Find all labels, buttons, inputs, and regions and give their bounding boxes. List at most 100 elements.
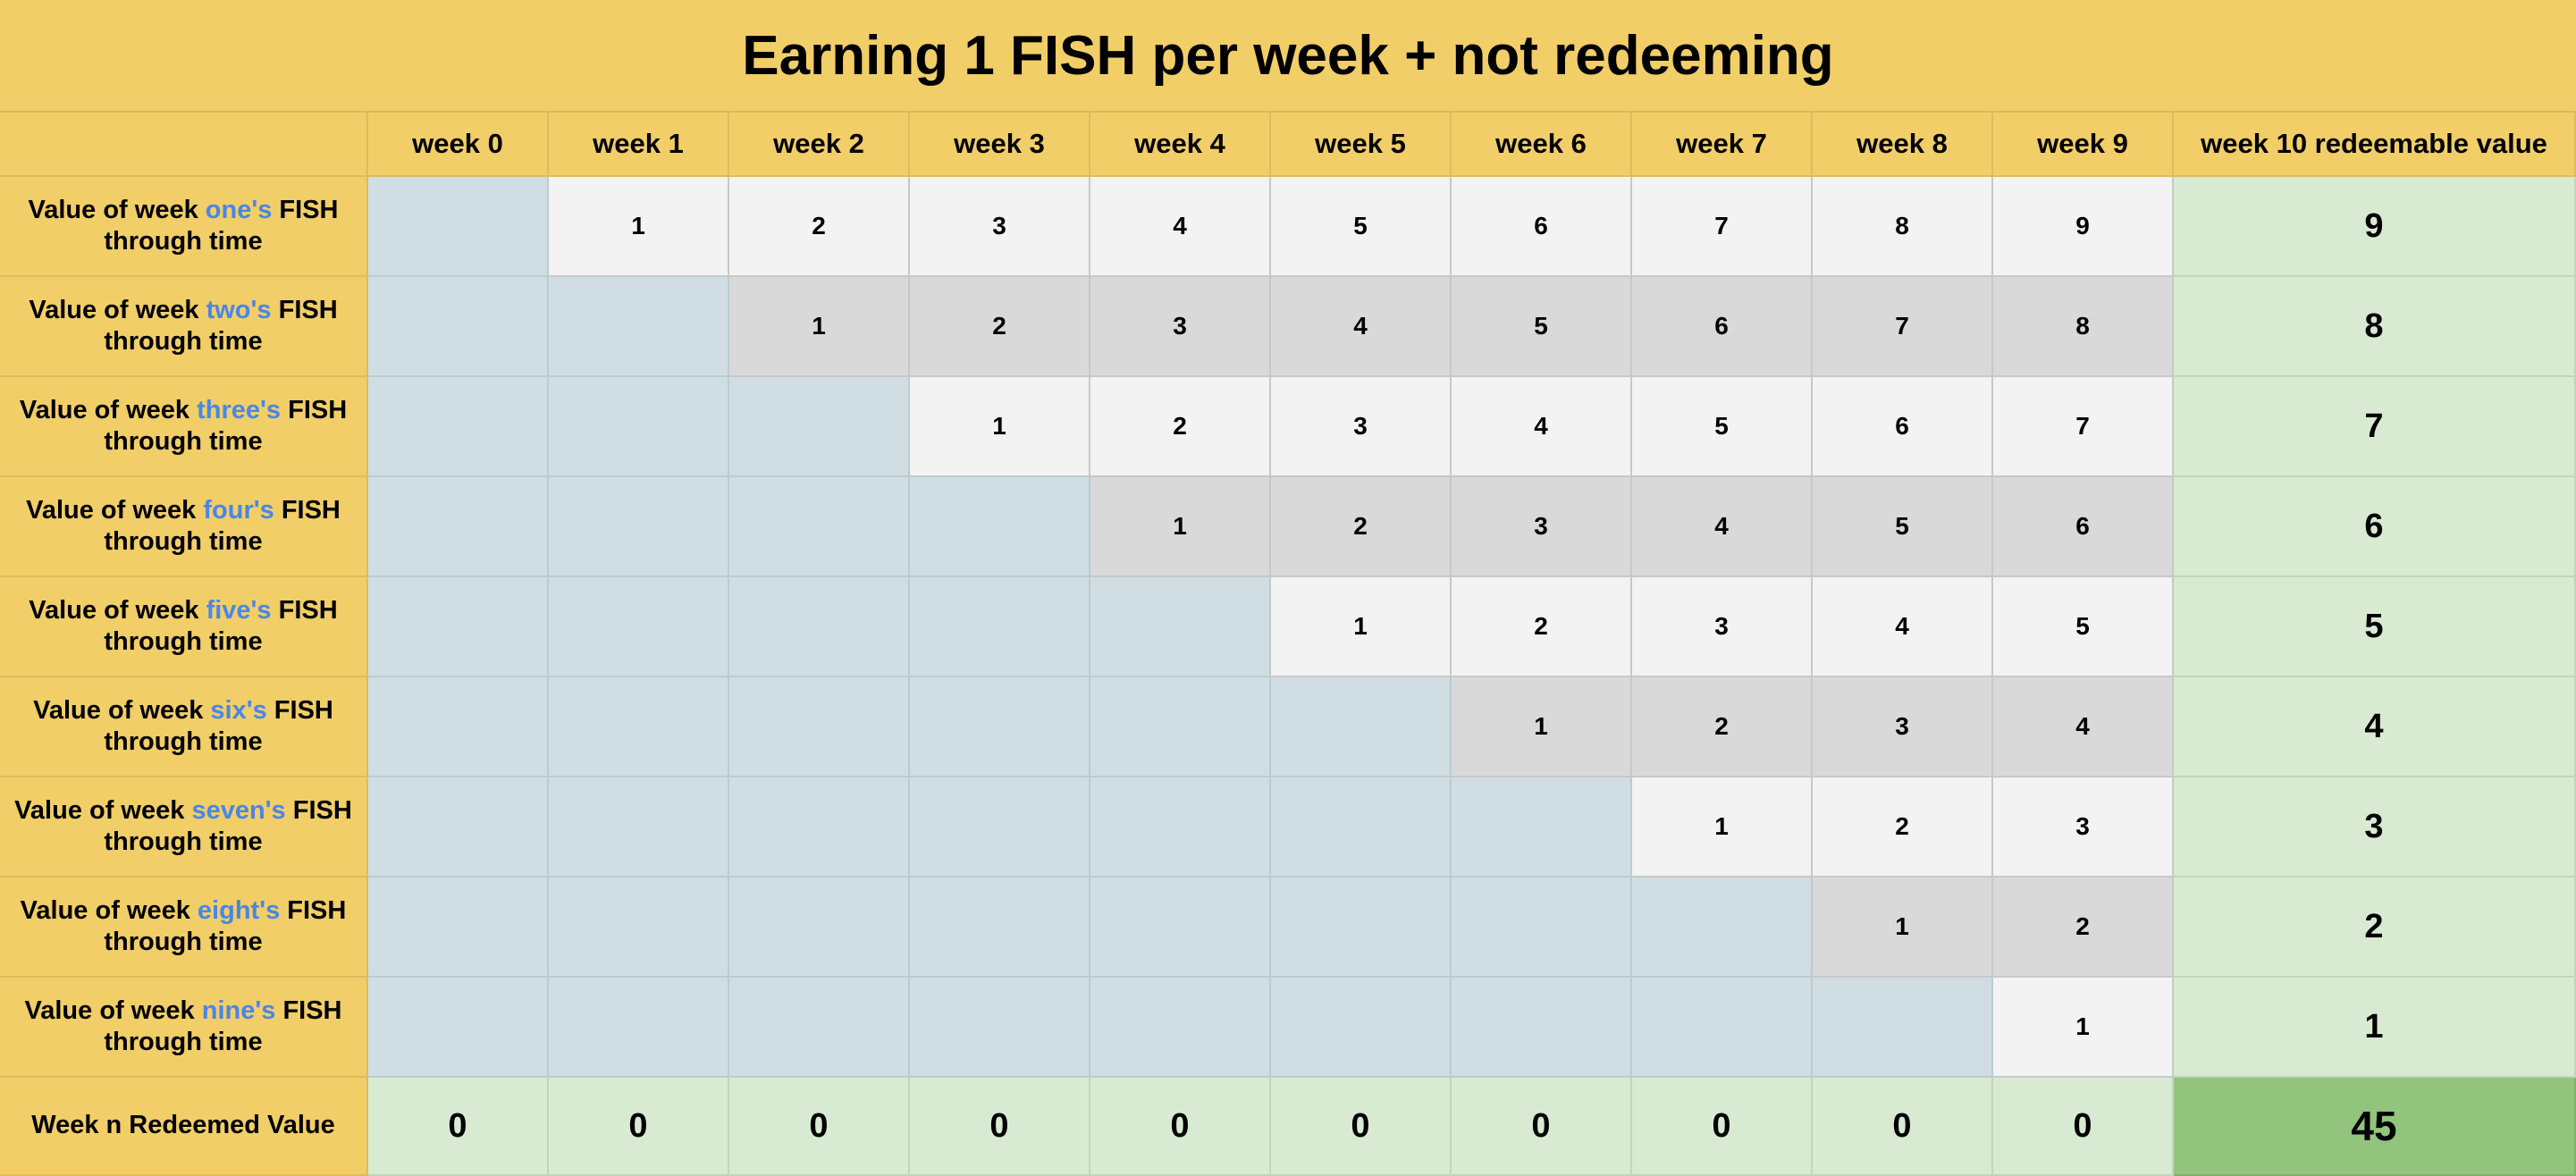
empty-cell[interactable] xyxy=(729,878,910,978)
empty-cell[interactable] xyxy=(549,377,729,477)
row-label[interactable]: Value of week four's FISH through time xyxy=(0,477,368,577)
empty-cell[interactable] xyxy=(368,277,549,377)
value-cell[interactable]: 5 xyxy=(1813,477,1993,577)
empty-cell[interactable] xyxy=(1090,777,1271,878)
row-label[interactable]: Value of week three's FISH through time xyxy=(0,377,368,477)
header-redeemable[interactable]: week 10 redeemable value xyxy=(2174,113,2576,177)
row-label[interactable]: Value of week five's FISH through time xyxy=(0,577,368,677)
value-cell[interactable]: 8 xyxy=(1993,277,2174,377)
value-cell[interactable]: 8 xyxy=(1813,177,1993,277)
value-cell[interactable]: 4 xyxy=(1993,677,2174,777)
empty-cell[interactable] xyxy=(368,978,549,1078)
empty-cell[interactable] xyxy=(368,377,549,477)
value-cell[interactable]: 1 xyxy=(729,277,910,377)
redeemed-value-cell[interactable]: 0 xyxy=(1993,1078,2174,1176)
empty-cell[interactable] xyxy=(1271,878,1452,978)
value-cell[interactable]: 3 xyxy=(910,177,1090,277)
row-label[interactable]: Value of week one's FISH through time xyxy=(0,177,368,277)
value-cell[interactable]: 4 xyxy=(1452,377,1632,477)
empty-cell[interactable] xyxy=(1271,978,1452,1078)
empty-cell[interactable] xyxy=(549,577,729,677)
header-corner[interactable] xyxy=(0,113,368,177)
header-week-5[interactable]: week 5 xyxy=(1271,113,1452,177)
empty-cell[interactable] xyxy=(1813,978,1993,1078)
footer-label[interactable]: Week n Redeemed Value xyxy=(0,1078,368,1176)
redeemed-value-cell[interactable]: 0 xyxy=(910,1078,1090,1176)
redeemed-value-cell[interactable]: 0 xyxy=(729,1078,910,1176)
value-cell[interactable]: 1 xyxy=(549,177,729,277)
value-cell[interactable]: 6 xyxy=(1452,177,1632,277)
redeemable-value-cell[interactable]: 7 xyxy=(2174,377,2576,477)
value-cell[interactable]: 5 xyxy=(1993,577,2174,677)
empty-cell[interactable] xyxy=(910,878,1090,978)
value-cell[interactable]: 7 xyxy=(1813,277,1993,377)
empty-cell[interactable] xyxy=(549,677,729,777)
empty-cell[interactable] xyxy=(1090,577,1271,677)
value-cell[interactable]: 9 xyxy=(1993,177,2174,277)
value-cell[interactable]: 1 xyxy=(1993,978,2174,1078)
empty-cell[interactable] xyxy=(1090,978,1271,1078)
header-week-1[interactable]: week 1 xyxy=(549,113,729,177)
empty-cell[interactable] xyxy=(1632,978,1813,1078)
value-cell[interactable]: 3 xyxy=(1813,677,1993,777)
redeemable-value-cell[interactable]: 9 xyxy=(2174,177,2576,277)
empty-cell[interactable] xyxy=(729,377,910,477)
value-cell[interactable]: 2 xyxy=(1993,878,2174,978)
header-week-4[interactable]: week 4 xyxy=(1090,113,1271,177)
redeemable-value-cell[interactable]: 8 xyxy=(2174,277,2576,377)
total-redeemable-cell[interactable]: 45 xyxy=(2174,1078,2576,1176)
value-cell[interactable]: 2 xyxy=(910,277,1090,377)
value-cell[interactable]: 1 xyxy=(1090,477,1271,577)
value-cell[interactable]: 1 xyxy=(1632,777,1813,878)
value-cell[interactable]: 3 xyxy=(1271,377,1452,477)
empty-cell[interactable] xyxy=(729,577,910,677)
redeemable-value-cell[interactable]: 2 xyxy=(2174,878,2576,978)
empty-cell[interactable] xyxy=(549,878,729,978)
row-label[interactable]: Value of week two's FISH through time xyxy=(0,277,368,377)
redeemed-value-cell[interactable]: 0 xyxy=(368,1078,549,1176)
value-cell[interactable]: 1 xyxy=(1813,878,1993,978)
empty-cell[interactable] xyxy=(910,777,1090,878)
empty-cell[interactable] xyxy=(368,477,549,577)
header-week-7[interactable]: week 7 xyxy=(1632,113,1813,177)
redeemable-value-cell[interactable]: 4 xyxy=(2174,677,2576,777)
empty-cell[interactable] xyxy=(368,177,549,277)
redeemed-value-cell[interactable]: 0 xyxy=(1452,1078,1632,1176)
header-week-6[interactable]: week 6 xyxy=(1452,113,1632,177)
value-cell[interactable]: 2 xyxy=(1632,677,1813,777)
empty-cell[interactable] xyxy=(368,878,549,978)
value-cell[interactable]: 2 xyxy=(729,177,910,277)
value-cell[interactable]: 4 xyxy=(1271,277,1452,377)
empty-cell[interactable] xyxy=(549,277,729,377)
redeemed-value-cell[interactable]: 0 xyxy=(1271,1078,1452,1176)
empty-cell[interactable] xyxy=(549,777,729,878)
redeemed-value-cell[interactable]: 0 xyxy=(1632,1078,1813,1176)
empty-cell[interactable] xyxy=(549,978,729,1078)
redeemable-value-cell[interactable]: 6 xyxy=(2174,477,2576,577)
empty-cell[interactable] xyxy=(1452,978,1632,1078)
empty-cell[interactable] xyxy=(910,677,1090,777)
value-cell[interactable]: 2 xyxy=(1271,477,1452,577)
value-cell[interactable]: 4 xyxy=(1632,477,1813,577)
value-cell[interactable]: 3 xyxy=(1452,477,1632,577)
header-week-2[interactable]: week 2 xyxy=(729,113,910,177)
empty-cell[interactable] xyxy=(1271,677,1452,777)
value-cell[interactable]: 5 xyxy=(1271,177,1452,277)
empty-cell[interactable] xyxy=(910,577,1090,677)
value-cell[interactable]: 2 xyxy=(1090,377,1271,477)
empty-cell[interactable] xyxy=(368,577,549,677)
redeemable-value-cell[interactable]: 3 xyxy=(2174,777,2576,878)
value-cell[interactable]: 6 xyxy=(1993,477,2174,577)
value-cell[interactable]: 1 xyxy=(1452,677,1632,777)
row-label[interactable]: Value of week seven's FISH through time xyxy=(0,777,368,878)
row-label[interactable]: Value of week six's FISH through time xyxy=(0,677,368,777)
value-cell[interactable]: 7 xyxy=(1632,177,1813,277)
value-cell[interactable]: 5 xyxy=(1452,277,1632,377)
empty-cell[interactable] xyxy=(910,477,1090,577)
empty-cell[interactable] xyxy=(729,677,910,777)
value-cell[interactable]: 7 xyxy=(1993,377,2174,477)
value-cell[interactable]: 3 xyxy=(1993,777,2174,878)
empty-cell[interactable] xyxy=(1090,677,1271,777)
empty-cell[interactable] xyxy=(368,677,549,777)
empty-cell[interactable] xyxy=(549,477,729,577)
